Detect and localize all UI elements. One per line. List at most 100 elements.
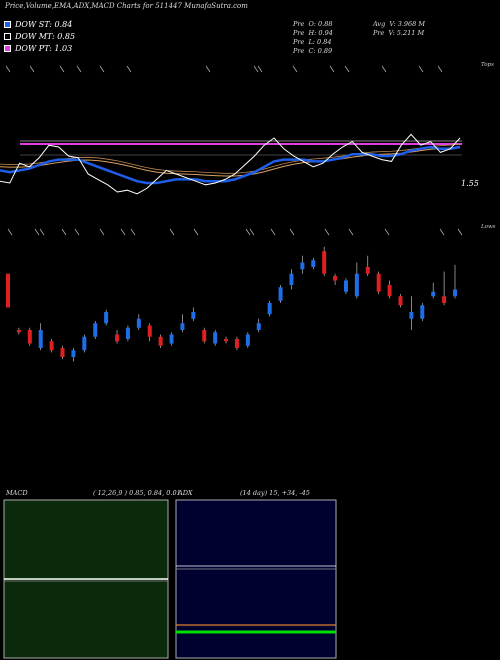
- chart-title: Price,Volume,EMA,ADX,MACD Charts for 511…: [5, 2, 248, 10]
- candle-body: [158, 336, 163, 346]
- adx-label: ADX: [178, 489, 193, 497]
- low-tick: [324, 228, 330, 236]
- candle-body: [365, 267, 370, 274]
- candle-body: [213, 332, 218, 344]
- low-tick: [34, 228, 40, 236]
- candle-body: [376, 273, 381, 292]
- candle-body: [38, 330, 43, 348]
- tops-label: Tops: [481, 62, 494, 68]
- top-tick: [5, 65, 11, 73]
- top-tick: [437, 65, 443, 73]
- candle-body: [398, 296, 403, 306]
- low-tick: [39, 228, 45, 236]
- candle-body: [343, 280, 348, 292]
- candle-body: [224, 339, 229, 342]
- low-tick: [169, 228, 175, 236]
- legend-dow-pt: DOW PT: 1.03: [4, 43, 72, 54]
- price-level-label: 1.55: [461, 179, 479, 188]
- candle-body: [453, 289, 457, 297]
- candle-body: [60, 348, 65, 357]
- legend-swatch-blue: [4, 21, 11, 28]
- candle-body: [202, 330, 207, 342]
- top-tick: [257, 65, 263, 73]
- candle-body: [420, 305, 425, 319]
- low-tick: [457, 228, 463, 236]
- low-tick: [61, 228, 67, 236]
- low-tick: [384, 228, 390, 236]
- low-tick: [270, 228, 276, 236]
- low-tick: [99, 228, 105, 236]
- candle-body: [387, 285, 392, 297]
- low-tick: [120, 228, 126, 236]
- low-tick: [249, 228, 255, 236]
- candle-body: [93, 323, 98, 337]
- candle-body: [136, 318, 141, 328]
- low-tick: [289, 228, 295, 236]
- stat-avg-volume: Avg V: 3.968 M: [373, 20, 426, 28]
- legend-dow-mt: DOW MT: 0.85: [4, 31, 75, 42]
- legend-swatch-black: [4, 33, 11, 40]
- candle-body: [191, 312, 196, 319]
- candle-body: [16, 330, 21, 333]
- top-tick: [29, 65, 35, 73]
- stat-pre-volume: Pre V: 5.211 M: [373, 29, 425, 37]
- candle-body: [82, 336, 87, 351]
- candle-body: [245, 334, 250, 346]
- candle-body: [125, 327, 130, 339]
- top-tick: [329, 65, 335, 73]
- top-tick: [99, 65, 105, 73]
- low-tick: [439, 228, 445, 236]
- legend-label: DOW MT: 0.85: [15, 32, 76, 41]
- candle-body: [27, 330, 32, 344]
- lows-label: Lows: [481, 224, 496, 230]
- candle-body: [322, 251, 327, 274]
- candle-body: [256, 323, 261, 330]
- stat-pre-high: Pre H: 0.94: [293, 29, 333, 37]
- candle-body: [49, 341, 54, 351]
- top-tick: [344, 65, 350, 73]
- top-tick: [253, 65, 259, 73]
- candle-body: [169, 334, 174, 344]
- candle-body: [180, 323, 185, 330]
- top-tick: [126, 65, 132, 73]
- top-tick: [381, 65, 387, 73]
- adx-params: (14 day) 15, +34, -45: [240, 489, 310, 497]
- candle-body: [289, 273, 294, 285]
- ema-short-line: [0, 145, 461, 185]
- top-tick: [59, 65, 65, 73]
- low-tick: [245, 228, 251, 236]
- candle-body: [234, 339, 239, 348]
- top-tick: [76, 65, 82, 73]
- candle-body: [6, 273, 10, 308]
- macd-label: MACD: [6, 489, 28, 497]
- stat-pre-close: Pre C: 0.89: [293, 47, 333, 55]
- candle-body: [300, 262, 305, 270]
- stat-pre-low: Pre L: 0.84: [293, 38, 332, 46]
- legend-dow-st: DOW ST: 0.84: [4, 19, 72, 30]
- legend-label: DOW ST: 0.84: [15, 20, 73, 29]
- candle-body: [267, 303, 272, 315]
- candle-body: [431, 291, 436, 297]
- candle-body: [115, 334, 120, 342]
- legend-swatch-magenta: [4, 45, 11, 52]
- low-tick: [193, 228, 199, 236]
- candle-body: [409, 312, 414, 319]
- candle-body: [71, 350, 76, 357]
- top-tick: [418, 65, 424, 73]
- low-tick: [348, 228, 354, 236]
- top-tick: [205, 65, 211, 73]
- candle-body: [354, 273, 359, 297]
- stat-pre-open: Pre O: 0.88: [293, 20, 333, 28]
- candle-body: [442, 296, 447, 303]
- macd-params: ( 12,26,9 ) 0.85, 0.84, 0.01: [93, 489, 181, 497]
- low-tick: [130, 228, 136, 236]
- top-tick: [292, 65, 298, 73]
- price-line: [0, 133, 461, 195]
- low-tick: [7, 228, 13, 236]
- adx-panel: [175, 499, 337, 659]
- candle-body: [333, 276, 338, 281]
- candle-body: [104, 312, 109, 324]
- legend-label: DOW PT: 1.03: [15, 44, 73, 53]
- low-tick: [74, 228, 80, 236]
